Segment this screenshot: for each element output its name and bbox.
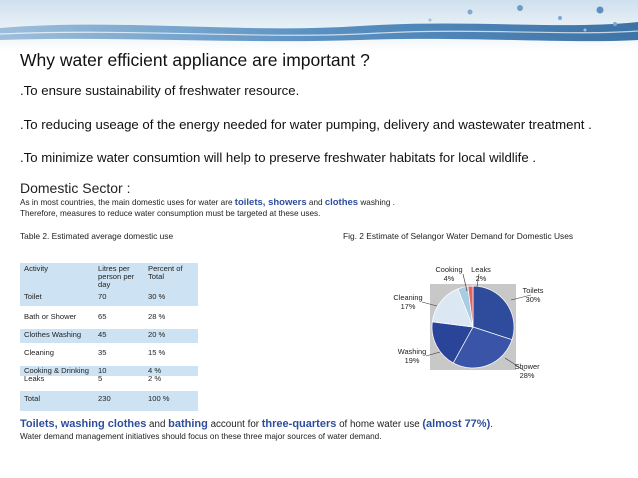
pie-label-category: Cleaning [393,293,422,302]
cell-litres: 65 [98,312,107,321]
pie-label-value: 30% [526,295,541,304]
cell-activity: Bath or Shower [24,312,77,321]
cell-activity: Total [24,394,41,403]
pie-slice-toilets [472,285,515,341]
cell-activity: Leaks [24,374,45,383]
table-row-total: Total 230 100 % [20,391,198,411]
table-row-cleaning: Cleaning 35 15 % [20,347,198,361]
header-activity: Activity [24,264,49,273]
table-caption: Table 2. Estimated average domestic use [20,231,174,241]
bullet-energy: .To reducing useage of the energy needed… [20,117,592,132]
pie-label-category: Cooking [435,265,462,274]
domestic-sector-heading: Domestic Sector : [20,180,131,196]
cell-percent: 2 % [148,374,162,383]
pie-label-category: Washing [398,347,426,356]
slide-title: Why water efficient appliance are import… [20,50,370,70]
bullet-habitats: .To minimize water consumtion will help … [20,150,536,165]
pie-label-category: Shower [514,362,540,371]
pie-slice-leaks [467,285,474,328]
cell-percent: 20 % [148,330,166,339]
cell-litres: 10 [98,366,107,375]
cell-activity: Cooking & Drinking [24,366,89,375]
pie-leader-line [462,273,468,292]
pie-leader-line [510,294,532,301]
table-row-bath: Bath or Shower 65 28 % [20,311,198,325]
pie-label-value: 28% [520,371,535,380]
intro-line-2: Therefore, measures to reduce water cons… [20,209,321,218]
pie-leader-line [476,273,480,288]
cell-activity: Cleaning [24,348,54,357]
pie-label-value: 2% [476,274,487,283]
table-row-cooking: Cooking & Drinking 10 4 % [20,366,198,376]
domestic-use-table: Activity Litres per person per day Percent… [20,263,198,415]
cell-percent: 4 % [148,366,162,375]
footer-summary: Toilets, washing clothes and bathing acc… [20,418,493,430]
figure-caption: Fig. 2 Estimate of Selangor Water Demand… [343,231,574,241]
header-percent: Percent of Total [148,264,183,281]
pie-label-value: 19% [405,356,420,365]
pie-leader-line [504,357,526,372]
water-splash-banner [0,0,638,52]
header-litres: Litres per person per day [98,264,135,289]
pie-label-category: Toilets [523,286,544,295]
pie-leader-line [421,301,438,307]
table-row-toilet: Toilet 70 30 % [20,293,198,306]
cell-litres: 35 [98,348,107,357]
pie-slice-cleaning [431,288,474,328]
intro-line-1: As in most countries, the main domestic … [20,197,395,208]
cell-percent: 15 % [148,348,166,357]
cell-litres: 5 [98,374,103,383]
cell-litres: 45 [98,330,107,339]
cell-percent: 28 % [148,312,166,321]
cell-percent: 100 % [148,394,170,403]
cell-percent: 30 % [148,292,166,301]
cell-activity: Clothes Washing [24,330,82,339]
table-row-clothes: Clothes Washing 45 20 % [20,329,198,343]
pie-label-value: 4% [444,274,455,283]
cell-activity: Toilet [24,292,42,301]
bullet-sustainability: .To ensure sustainability of freshwater … [20,83,300,98]
table-row-leaks: Leaks 5 2 % [20,375,198,385]
pie-slice-washing [431,321,474,364]
pie-label-value: 17% [401,302,416,311]
footer-note: Water demand management initiatives shou… [20,432,382,441]
cell-litres: 70 [98,292,107,301]
pie-label-category: Leaks [471,265,491,274]
cell-litres: 230 [98,394,111,403]
pie-leader-line [425,351,441,357]
table-header-row: Activity Litres per person per day Percent… [20,263,198,293]
pie-slice-shower [452,326,513,369]
